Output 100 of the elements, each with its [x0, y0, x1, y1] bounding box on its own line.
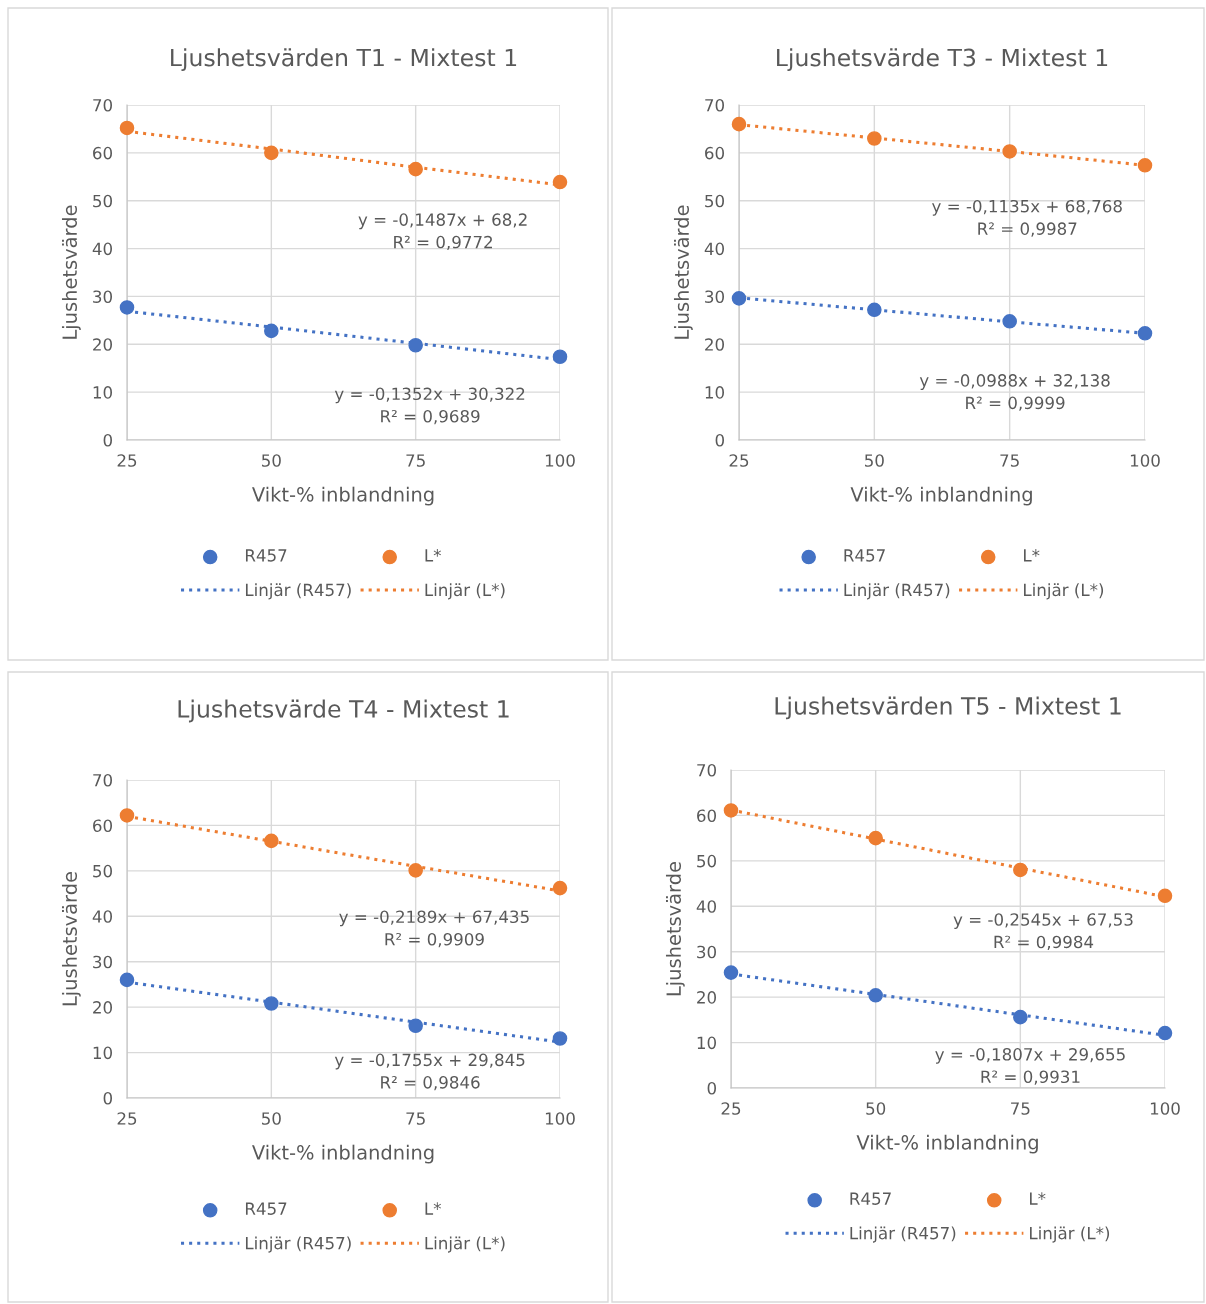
legend-label: Linjär (R457) [844, 583, 950, 600]
x-tick-label: 75 [406, 454, 425, 467]
y-tick-label: 40 [696, 900, 716, 913]
x-tick-label: 75 [406, 1112, 425, 1125]
y-tick-label: 20 [697, 991, 716, 1004]
y-axis-title: Ljushetsvärde [673, 205, 693, 339]
point [119, 972, 135, 988]
point [1157, 888, 1173, 904]
annotation: y = -0,1352x + 30,322 R² = 0,9689 [334, 387, 525, 425]
x-tick-label: 50 [865, 454, 884, 467]
legend-label: Linjär (R457) [245, 1236, 351, 1253]
y-tick-label: 20 [705, 338, 724, 351]
annotation: y = -0,2545x + 67,53 R² = 0,9984 [953, 913, 1133, 950]
y-tick-label: 20 [93, 338, 112, 351]
legend-label: Linjär (L*) [1030, 1226, 1110, 1243]
x-tick-label: 25 [117, 1112, 137, 1125]
point [408, 161, 423, 177]
y-tick-label: 70 [705, 98, 724, 112]
y-tick-label: 20 [93, 1001, 112, 1014]
x-tick-label: 25 [117, 454, 137, 467]
y-tick-label: 70 [93, 773, 112, 787]
chart-title: Ljushetsvärden T1 - Mixtest 1 [171, 48, 517, 72]
point [1137, 325, 1153, 341]
x-tick-label: 50 [262, 454, 281, 467]
y-tick-label: 40 [704, 242, 724, 256]
y-tick-label: 40 [92, 242, 112, 256]
point [731, 116, 747, 132]
y-axis-title: Ljushetsvärde [665, 861, 685, 996]
y-tick-label: 50 [697, 854, 716, 868]
point [867, 302, 882, 318]
point [408, 337, 423, 353]
x-axis-title: Vikt-% inblandning [252, 486, 434, 506]
y-tick-label: 10 [705, 386, 724, 399]
point [1002, 144, 1017, 159]
annotation: y = -0,1755x + 29,845 R² = 0,9846 [334, 1053, 525, 1091]
point [1013, 1009, 1028, 1025]
y-tick-label: 50 [93, 864, 112, 878]
point [408, 1018, 423, 1034]
point [119, 120, 135, 136]
point [552, 880, 568, 896]
legend-label: Linjär (R457) [850, 1226, 956, 1243]
point [868, 988, 883, 1003]
point [1137, 158, 1153, 173]
y-tick-label: 10 [697, 1036, 716, 1050]
point [731, 291, 747, 306]
x-axis-title: Vikt-% inblandning [252, 1144, 434, 1164]
x-tick-label: 50 [262, 1112, 281, 1125]
y-tick-label: 10 [93, 386, 112, 399]
x-tick-label: 100 [1130, 454, 1160, 467]
legend-label: Linjär (L*) [425, 583, 505, 600]
point [868, 830, 883, 846]
legend-label: Linjär (L*) [1024, 583, 1104, 600]
chart-title: Ljushetsvärde T3 - Mixtest 1 [777, 48, 1108, 72]
y-tick-label: 30 [93, 290, 112, 303]
legend-label: R457 [245, 549, 287, 562]
point [264, 323, 279, 339]
y-tick-label: 10 [93, 1046, 112, 1060]
y-tick-label: 60 [697, 809, 716, 822]
point [552, 349, 568, 365]
legend-label: L* [425, 1202, 442, 1215]
x-axis-title: Vikt-% inblandning [856, 1134, 1038, 1154]
y-tick-label: 30 [93, 955, 112, 969]
point [1013, 862, 1028, 878]
y-tick-label: 60 [93, 146, 112, 160]
annotation: y = -0,1135x + 68,768 R² = 0,9987 [932, 199, 1122, 237]
legend-label: L* [1030, 1192, 1046, 1205]
annotation: y = -0,1487x + 68,2 R² = 0,9772 [358, 213, 527, 251]
point [723, 965, 739, 980]
y-tick-label: 70 [697, 763, 716, 777]
y-tick-label: 30 [697, 945, 716, 959]
legend-label: L* [1024, 549, 1040, 562]
y-tick-label: 40 [92, 910, 112, 923]
point [867, 131, 882, 146]
point [264, 996, 279, 1011]
y-tick-label: 60 [705, 146, 724, 160]
x-tick-label: 100 [545, 1112, 575, 1125]
point [119, 300, 135, 315]
y-tick-label: 0 [103, 433, 112, 447]
x-tick-label: 75 [1011, 1102, 1030, 1115]
y-tick-label: 50 [93, 194, 112, 208]
point [119, 808, 135, 823]
point [723, 803, 739, 818]
legend-label: R457 [844, 549, 885, 562]
annotation: y = -0,1807x + 29,655 R² = 0,9931 [935, 1048, 1125, 1085]
point [552, 1031, 568, 1046]
x-tick-label: 100 [545, 454, 575, 467]
point [552, 174, 568, 190]
y-tick-label: 60 [93, 819, 112, 832]
point [264, 145, 279, 161]
y-axis-title: Ljushetsvärde [61, 205, 81, 339]
legend-label: Linjär (R457) [245, 583, 351, 600]
annotation: y = -0,2189x + 67,435 R² = 0,9909 [339, 910, 529, 948]
point [1002, 314, 1017, 329]
chart-title: Ljushetsvärden T5 - Mixtest 1 [775, 696, 1121, 720]
y-tick-label: 0 [715, 433, 724, 447]
point [264, 833, 279, 849]
annotation: y = -0,0988x + 32,138 R² = 0,9999 [919, 374, 1110, 411]
point [1157, 1025, 1173, 1041]
y-tick-label: 0 [707, 1081, 716, 1095]
x-tick-label: 100 [1150, 1102, 1180, 1115]
